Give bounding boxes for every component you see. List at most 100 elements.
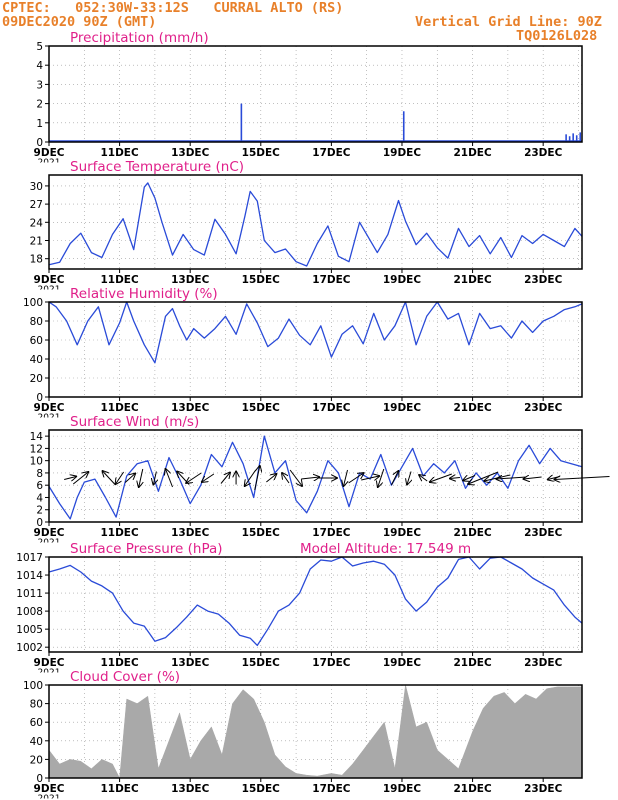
wind-arrow — [202, 473, 215, 482]
x-tick-label: 17DEC — [312, 783, 351, 795]
wind-arrow — [266, 474, 276, 483]
precip-bar — [579, 132, 582, 142]
y-tick-label: 0 — [36, 137, 43, 149]
x-tick-label: 17DEC — [312, 657, 351, 669]
x-tick-label: 9DEC — [34, 527, 65, 539]
wind-arrow — [245, 469, 257, 486]
wind-arrow — [301, 477, 319, 479]
x-tick-label: 13DEC — [171, 657, 210, 669]
x-tick-label: 21DEC — [453, 402, 492, 414]
x-tick-label: 13DEC — [171, 147, 210, 159]
x-tick-label: 19DEC — [383, 402, 422, 414]
y-tick-label: 100 — [23, 680, 43, 692]
y-tick-label: 18 — [30, 254, 43, 266]
wind-arrow — [220, 473, 230, 484]
y-tick-label: 10 — [30, 456, 43, 468]
panel-title: Relative Humidity (%) — [70, 286, 218, 302]
precip-bar — [568, 136, 571, 142]
x-tick-label: 23DEC — [524, 657, 563, 669]
precip-bar — [572, 133, 574, 142]
panel-frame — [48, 174, 583, 270]
x-tick-label: 19DEC — [383, 527, 422, 539]
wind-arrow — [186, 472, 202, 483]
x-year-label: 2021 — [38, 413, 61, 423]
y-tick-label: 60 — [30, 717, 43, 729]
wind-arrow — [378, 468, 385, 487]
y-tick-label: 20 — [30, 754, 43, 766]
series-line — [48, 301, 583, 364]
x-year-label: 2021 — [38, 668, 61, 678]
x-tick-label: 21DEC — [453, 783, 492, 795]
x-tick-label: 15DEC — [242, 657, 281, 669]
y-tick-label: 1008 — [16, 606, 43, 618]
panel-title: Cloud Cover (%) — [70, 669, 180, 685]
panel-title: Surface Pressure (hPa) — [70, 541, 223, 557]
series-line — [48, 182, 583, 267]
y-tick-label: 21 — [30, 235, 43, 247]
x-tick-label: 15DEC — [242, 274, 281, 286]
panel-0: 0 1 2 3 4 5 9DEC 11DEC 13DEC 15DEC 17DEC 19DEC 21DEC… — [34, 30, 583, 168]
y-tick-label: 60 — [30, 335, 43, 347]
wind-arrow — [153, 471, 156, 485]
header-grid-line: Vertical Grid Line: 90Z — [415, 14, 602, 30]
x-year-label: 2021 — [38, 285, 61, 295]
wind-arrow — [496, 477, 527, 479]
x-tick-label: 13DEC — [171, 783, 210, 795]
y-tick-label: 24 — [30, 217, 44, 229]
panel-4: 1002 1005 1008 1011 1014 1017 9DEC 11DEC 13DEC 15… — [16, 541, 583, 678]
x-tick-label: 17DEC — [312, 527, 351, 539]
wind-arrow — [419, 475, 428, 482]
x-tick-label: 19DEC — [383, 657, 422, 669]
panel-5: 0 20 40 60 80 100 9DEC 11DEC 13DEC 15DEC 17DEC 19DE… — [23, 669, 583, 800]
panel-title: Surface Temperature (nC) — [70, 159, 244, 175]
wind-arrow — [64, 477, 76, 480]
y-tick-label: 3 — [36, 79, 43, 91]
wind-arrow — [139, 468, 143, 487]
precip-bar — [402, 111, 405, 142]
y-tick-label: 14 — [30, 431, 44, 443]
x-tick-label: 23DEC — [524, 274, 563, 286]
y-tick-label: 0 — [36, 392, 43, 404]
y-tick-label: 1017 — [16, 552, 43, 564]
header-model-code: TQ0126L028 — [516, 28, 598, 44]
panel-frame — [48, 301, 583, 398]
y-tick-label: 30 — [30, 181, 43, 193]
panel-2: 0 20 40 60 80 100 9DEC 11DEC 13DEC 15DEC 17DEC 19DE… — [23, 286, 583, 423]
wind-arrow — [103, 471, 116, 486]
y-tick-label: 12 — [30, 443, 43, 455]
y-tick-label: 8 — [36, 468, 43, 480]
panel-1: 18 21 24 27 30 9DEC 11DEC 13DEC 15DEC 17DEC 19DEC 2… — [30, 159, 583, 295]
x-tick-label: 13DEC — [171, 402, 210, 414]
y-tick-label: 0 — [36, 517, 43, 529]
x-tick-label: 9DEC — [34, 402, 65, 414]
series-line — [48, 556, 583, 647]
panel-frame — [48, 45, 583, 143]
x-year-label: 2021 — [38, 538, 61, 548]
x-tick-label: 19DEC — [383, 274, 422, 286]
wind-arrow — [166, 469, 173, 488]
wind-arrow — [407, 471, 411, 485]
y-tick-label: 4 — [36, 492, 43, 504]
y-tick-label: 20 — [30, 373, 43, 385]
header-run-date: 09DEC2020 90Z (GMT) — [2, 14, 157, 30]
y-tick-label: 1011 — [16, 588, 43, 600]
wind-arrow — [282, 473, 290, 484]
x-tick-label: 17DEC — [312, 147, 351, 159]
cloud-cover-area — [48, 684, 583, 779]
wind-arrow — [390, 471, 398, 486]
x-tick-label: 15DEC — [242, 783, 281, 795]
y-tick-label: 6 — [36, 480, 43, 492]
wind-arrow — [72, 472, 88, 485]
y-tick-label: 5 — [36, 41, 43, 53]
x-tick-label: 17DEC — [312, 402, 351, 414]
x-tick-label: 17DEC — [312, 274, 351, 286]
panel-frame — [48, 556, 583, 653]
precip-bar — [240, 103, 243, 142]
header-station: CPTEC: 052:30W-33:12S CURRAL ALTO (RS) — [2, 0, 344, 16]
y-tick-label: 2 — [36, 99, 43, 111]
x-tick-label: 23DEC — [524, 527, 563, 539]
panel-frame — [48, 684, 583, 779]
x-tick-label: 15DEC — [242, 402, 281, 414]
x-tick-label: 23DEC — [524, 147, 563, 159]
